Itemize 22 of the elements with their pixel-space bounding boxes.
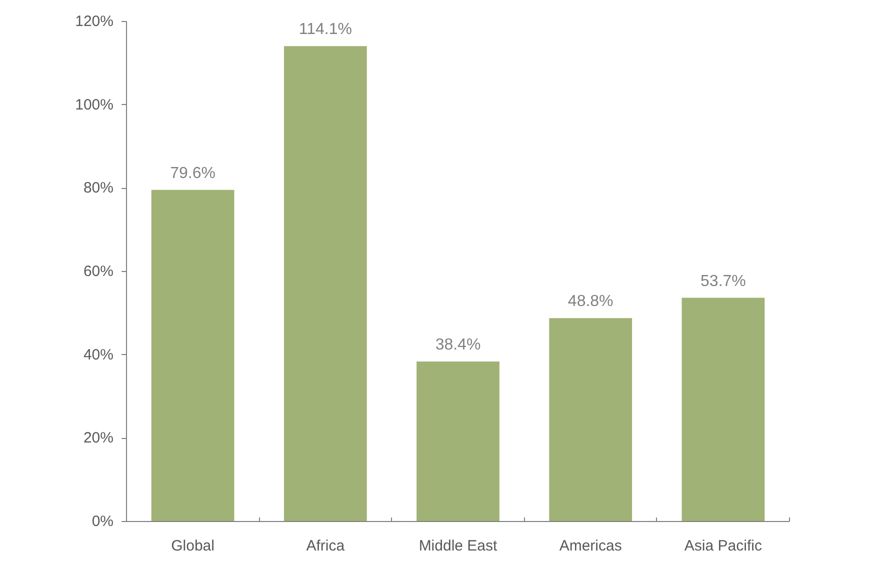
y-tick-label: 120% [75,13,114,30]
x-tick-label: Asia Pacific [684,538,762,554]
data-label: 114.1% [298,21,352,38]
x-tick-label: Global [171,538,214,554]
y-tick-label: 100% [75,96,114,114]
data-label: 79.6% [170,164,216,182]
y-tick-label: 80% [83,180,114,197]
bar [151,190,234,522]
bar [682,298,765,522]
data-label: 48.8% [568,293,614,310]
y-tick-label: 40% [83,346,114,364]
y-tick-label: 20% [83,430,114,447]
bar [284,46,367,522]
data-label: 38.4% [435,336,481,354]
bar [549,318,632,522]
x-tick-label: Americas [559,538,622,554]
bar [416,362,500,522]
data-label: 53.7% [700,272,746,290]
y-tick-label: 60% [83,263,114,280]
x-tick-label: Middle East [418,538,498,554]
x-tick-label: Africa [306,538,346,554]
y-tick-label: 0% [92,513,114,530]
